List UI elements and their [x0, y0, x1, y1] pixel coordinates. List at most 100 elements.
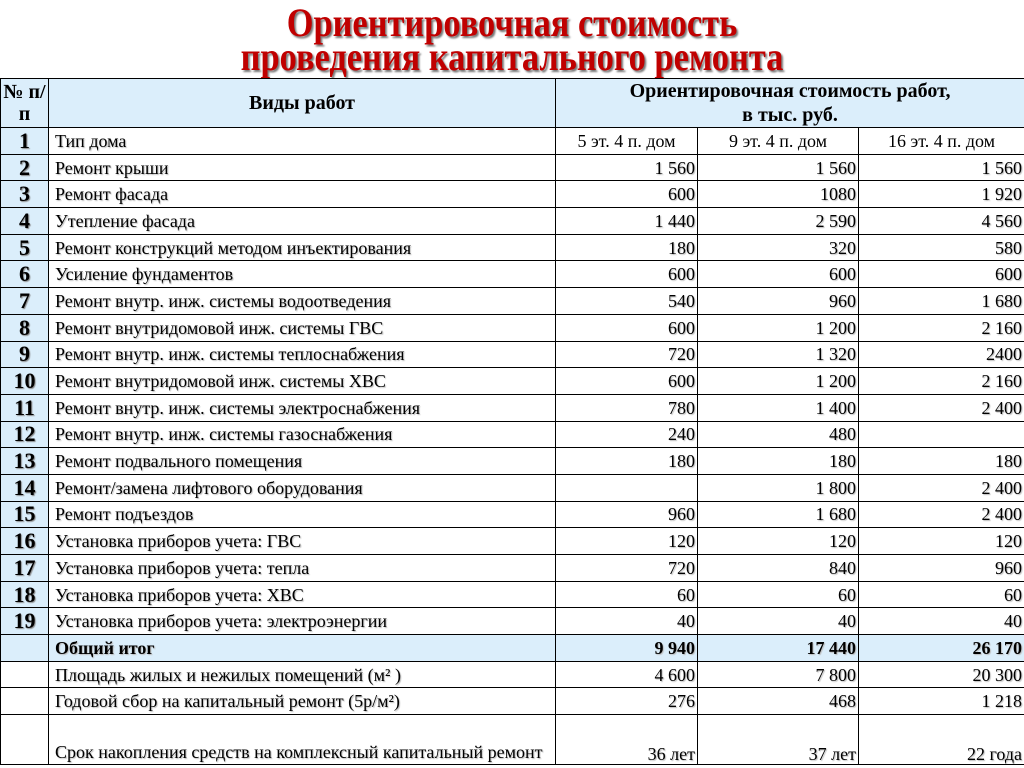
- cost-cell: 22 года: [857, 714, 1024, 766]
- row-number: [0, 714, 49, 766]
- cost-cell: 1 320: [697, 340, 859, 369]
- cost-cell: 600: [857, 260, 1024, 289]
- work-name: Годовой сбор на капитальный ремонт (5р/м…: [48, 687, 556, 716]
- work-name: Усиление фундаментов: [48, 260, 556, 289]
- header-row: № п/п Виды работ Ориентировочная стоимос…: [0, 78, 1024, 128]
- header-cost: Ориентировочная стоимость работ,: [554, 78, 1024, 103]
- cost-cell: 1 200: [697, 313, 859, 342]
- cost-cell: 960: [555, 500, 698, 529]
- cost-cell: 480: [697, 420, 859, 449]
- table-row: 7 Ремонт внутр. инж. системы водоотведени…: [0, 287, 1024, 315]
- header-num: № п/п: [0, 78, 49, 128]
- cost-cell: 120: [857, 527, 1024, 555]
- cost-cell: 1 200: [697, 367, 859, 395]
- table-row: 11 Ремонт внутр. инж. системы электроснаб…: [0, 393, 1024, 422]
- table-row: 8 Ремонт внутридомовой инж. системы ГВС 60…: [0, 313, 1024, 342]
- cost-cell: 240: [555, 420, 698, 449]
- cost-cell: 180: [697, 447, 859, 475]
- cost-cell: 780: [555, 393, 698, 422]
- table-row: Площадь жилых и нежилых помещений (м² ) 4…: [0, 660, 1024, 689]
- cost-cell: 180: [555, 447, 698, 475]
- cost-cell: 7 800: [697, 660, 859, 689]
- cost-cell: 600: [697, 260, 859, 289]
- cost-cell: 180: [857, 447, 1024, 475]
- row-number: 14: [0, 473, 49, 502]
- cost-cell: 16 эт. 4 п. дом: [857, 127, 1024, 155]
- cost-cell: 1080: [697, 180, 859, 209]
- title-line-2: проведения капитального ремонта: [240, 34, 784, 79]
- cost-cell: 320: [697, 233, 859, 262]
- row-number: 9: [0, 340, 49, 369]
- table-row: Общий итог 9 940 17 440 26 170: [0, 634, 1024, 662]
- row-number: 3: [0, 180, 49, 209]
- cost-cell: 960: [697, 287, 859, 315]
- cost-cell: 1 218: [857, 687, 1024, 716]
- row-number: 1: [0, 127, 49, 155]
- work-name: Тип дома: [48, 127, 556, 155]
- cost-cell: 9 эт. 4 п. дом: [697, 127, 859, 155]
- cost-cell: 40: [697, 607, 859, 636]
- cost-cell: 2 400: [857, 473, 1024, 502]
- cost-cell: 2 160: [857, 367, 1024, 395]
- cost-cell: 1 560: [555, 153, 698, 182]
- cost-cell: 1 440: [555, 207, 698, 235]
- cost-cell: 540: [555, 287, 698, 315]
- work-name: Ремонт внутр. инж. системы газоснабжения: [48, 420, 556, 449]
- cost-cell: 120: [697, 527, 859, 555]
- cost-cell: [857, 420, 1024, 449]
- table-row: Срок накопления средств на комплексный к…: [0, 714, 1024, 766]
- cost-cell: 9 940: [555, 634, 698, 662]
- table-row: 14 Ремонт/замена лифтового оборудования 1 …: [0, 473, 1024, 502]
- row-number: 18: [0, 580, 49, 609]
- cost-cell: 1 800: [697, 473, 859, 502]
- work-name: Срок накопления средств на комплексный к…: [48, 714, 556, 766]
- work-name: Ремонт фасада: [48, 180, 556, 209]
- cost-cell: 720: [555, 554, 698, 582]
- title-line-1: Ориентировочная стоимость: [286, 0, 738, 45]
- cost-cell: 60: [697, 580, 859, 609]
- table-row: 6 Усиление фундаментов 600 600 600: [0, 260, 1024, 289]
- cost-cell: 17 440: [697, 634, 859, 662]
- cost-cell: 36 лет: [555, 714, 698, 766]
- cost-cell: 600: [555, 260, 698, 289]
- row-number: 12: [0, 420, 49, 449]
- row-number: [0, 660, 49, 689]
- cost-cell: 840: [697, 554, 859, 582]
- cost-cell: 1 560: [697, 153, 859, 182]
- table-row: 12 Ремонт внутр. инж. системы газоснабжен…: [0, 420, 1024, 449]
- row-number: 6: [0, 260, 49, 289]
- row-number: [0, 634, 49, 662]
- work-name: Установка приборов учета: тепла: [48, 554, 556, 582]
- work-name: Установка приборов учета: ХВС: [48, 580, 556, 609]
- cost-cell: 40: [555, 607, 698, 636]
- work-name: Ремонт внутр. инж. системы электроснабже…: [48, 393, 556, 422]
- table-row: 5 Ремонт конструкций методом инъектирован…: [0, 233, 1024, 262]
- table-row: 3 Ремонт фасада 600 1080 1 920: [0, 180, 1024, 209]
- cost-cell: 960: [857, 554, 1024, 582]
- cost-cell: 4 600: [555, 660, 698, 689]
- cost-cell: 1 920: [857, 180, 1024, 209]
- cost-cell: 468: [697, 687, 859, 716]
- cost-cell: 180: [555, 233, 698, 262]
- cost-cell: 720: [555, 340, 698, 369]
- slide-title: Ориентировочная стоимость проведения кап…: [0, 0, 1024, 79]
- row-number: [0, 687, 49, 716]
- cost-cell: 4 560: [857, 207, 1024, 235]
- table-row: 10 Ремонт внутридомовой инж. системы ХВС 6…: [0, 367, 1024, 395]
- cost-cell: 580: [857, 233, 1024, 262]
- row-number: 5: [0, 233, 49, 262]
- work-name: Установка приборов учета: ГВС: [48, 527, 556, 555]
- table-row: 4 Утепление фасада 1 440 2 590 4 560: [0, 207, 1024, 235]
- cost-cell: 1 400: [697, 393, 859, 422]
- row-number: 7: [0, 287, 49, 315]
- work-name: Ремонт крыши: [48, 153, 556, 182]
- cost-cell: 37 лет: [697, 714, 859, 766]
- header-cost-unit: в тыс. руб.: [554, 103, 1024, 128]
- row-number: 13: [0, 447, 49, 475]
- table-row: 2 Ремонт крыши 1 560 1 560 1 560: [0, 153, 1024, 182]
- cost-cell: 40: [857, 607, 1024, 636]
- cost-cell: 600: [555, 367, 698, 395]
- row-number: 19: [0, 607, 49, 636]
- cost-cell: 1 680: [857, 287, 1024, 315]
- table-row: 17 Установка приборов учета: тепла 720 840 9…: [0, 554, 1024, 582]
